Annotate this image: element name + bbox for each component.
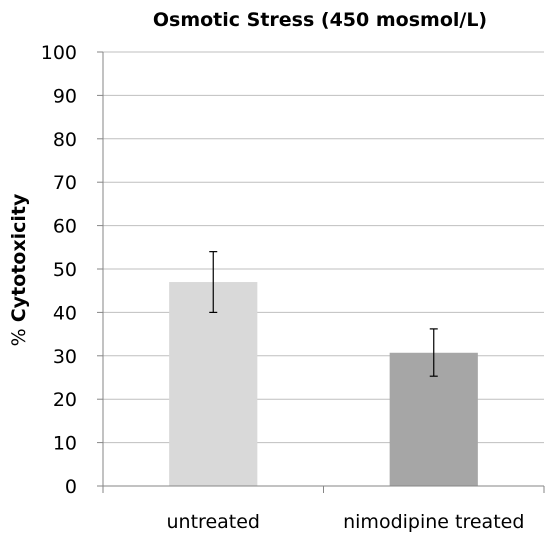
y-tick-label: 60 bbox=[53, 216, 77, 238]
bars bbox=[169, 251, 478, 486]
chart-title: Osmotic Stress (450 mosmol/L) bbox=[153, 9, 487, 31]
category-labels: untreated nimodipine treated bbox=[167, 511, 525, 533]
y-axis-label-prefix: % bbox=[8, 322, 30, 346]
x-category-label: nimodipine treated bbox=[343, 511, 524, 533]
y-axis-label: % Cytotoxicity bbox=[8, 193, 30, 346]
y-axis-label-main: Cytotoxicity bbox=[8, 193, 30, 322]
tick-labels: 0 10 20 30 40 50 60 70 80 90 100 bbox=[41, 42, 77, 498]
y-tick-label: 100 bbox=[41, 42, 77, 64]
y-tick-label: 20 bbox=[53, 389, 77, 411]
y-tick-label: 10 bbox=[53, 433, 77, 455]
y-tick-label: 40 bbox=[53, 302, 77, 324]
axes bbox=[97, 51, 545, 493]
y-tick-label: 70 bbox=[53, 172, 77, 194]
y-tick-label: 0 bbox=[65, 476, 77, 498]
x-category-label: untreated bbox=[167, 511, 260, 533]
bar bbox=[169, 282, 258, 486]
y-tick-label: 90 bbox=[53, 85, 77, 107]
y-tick-label: 50 bbox=[53, 259, 77, 281]
y-tick-label: 80 bbox=[53, 129, 77, 151]
y-tick-label: 30 bbox=[53, 346, 77, 368]
